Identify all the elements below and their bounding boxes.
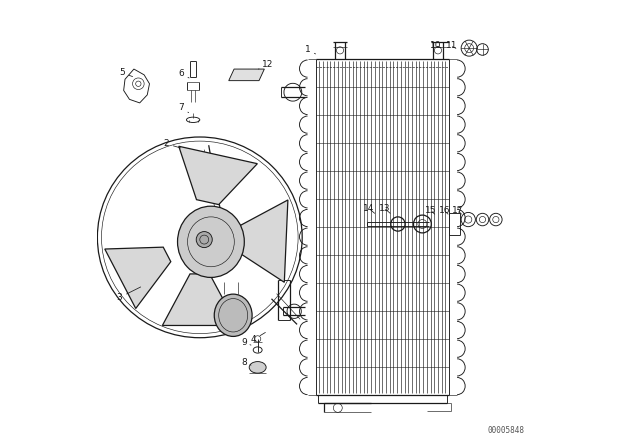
Polygon shape bbox=[179, 146, 257, 205]
Text: 17: 17 bbox=[452, 206, 464, 215]
Ellipse shape bbox=[249, 362, 266, 373]
Polygon shape bbox=[105, 247, 171, 309]
Text: 8: 8 bbox=[241, 358, 251, 366]
Text: 7: 7 bbox=[178, 103, 189, 113]
Text: 5: 5 bbox=[119, 68, 132, 77]
Text: 15: 15 bbox=[425, 206, 436, 215]
Ellipse shape bbox=[177, 206, 244, 277]
Polygon shape bbox=[163, 274, 237, 325]
Text: 3: 3 bbox=[116, 287, 141, 302]
Polygon shape bbox=[228, 69, 264, 81]
Text: 2: 2 bbox=[164, 139, 180, 148]
Text: 16: 16 bbox=[438, 206, 450, 215]
Polygon shape bbox=[236, 200, 288, 282]
Text: 10: 10 bbox=[430, 41, 442, 51]
Circle shape bbox=[196, 232, 212, 248]
Text: 14: 14 bbox=[364, 204, 374, 213]
Text: 13: 13 bbox=[379, 204, 390, 213]
Text: 1: 1 bbox=[305, 45, 316, 54]
Text: 4: 4 bbox=[250, 332, 266, 344]
Text: 9: 9 bbox=[241, 338, 251, 347]
Text: 12: 12 bbox=[259, 60, 273, 69]
Text: 00005848: 00005848 bbox=[488, 426, 525, 435]
Text: 11: 11 bbox=[445, 41, 457, 51]
Text: 6: 6 bbox=[178, 69, 189, 78]
Ellipse shape bbox=[214, 294, 252, 336]
